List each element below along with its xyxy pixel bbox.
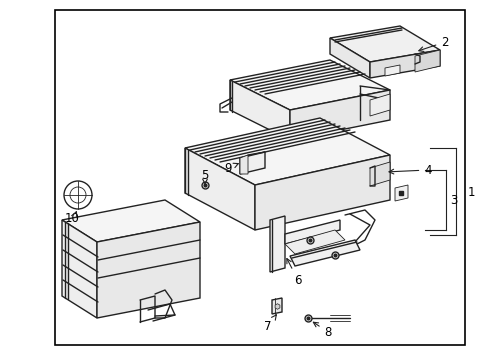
Polygon shape <box>369 50 439 78</box>
Polygon shape <box>184 118 389 185</box>
Polygon shape <box>97 222 200 318</box>
Polygon shape <box>289 90 389 140</box>
Polygon shape <box>184 148 254 230</box>
Polygon shape <box>240 155 247 174</box>
Polygon shape <box>329 26 439 62</box>
Polygon shape <box>254 155 389 230</box>
Polygon shape <box>414 50 439 72</box>
Polygon shape <box>229 60 389 110</box>
Polygon shape <box>240 152 264 174</box>
Text: 6: 6 <box>286 258 301 287</box>
Text: 9: 9 <box>224 162 238 175</box>
Polygon shape <box>384 65 399 76</box>
Polygon shape <box>62 200 200 242</box>
Polygon shape <box>285 220 339 244</box>
Polygon shape <box>394 185 407 201</box>
Text: 3: 3 <box>449 194 456 207</box>
Text: 8: 8 <box>313 322 331 338</box>
Text: 7: 7 <box>264 315 276 333</box>
Text: 5: 5 <box>201 168 208 184</box>
Text: 10: 10 <box>64 212 79 225</box>
Text: 1: 1 <box>467 185 474 198</box>
Polygon shape <box>285 230 345 254</box>
Polygon shape <box>289 240 359 266</box>
Polygon shape <box>269 216 285 272</box>
Text: 4: 4 <box>388 163 431 176</box>
Bar <box>55 10 464 345</box>
Polygon shape <box>329 38 369 78</box>
Polygon shape <box>229 80 289 140</box>
Polygon shape <box>369 94 389 116</box>
Polygon shape <box>62 220 97 318</box>
Polygon shape <box>369 162 389 186</box>
Text: 2: 2 <box>418 36 448 51</box>
Polygon shape <box>271 298 282 314</box>
